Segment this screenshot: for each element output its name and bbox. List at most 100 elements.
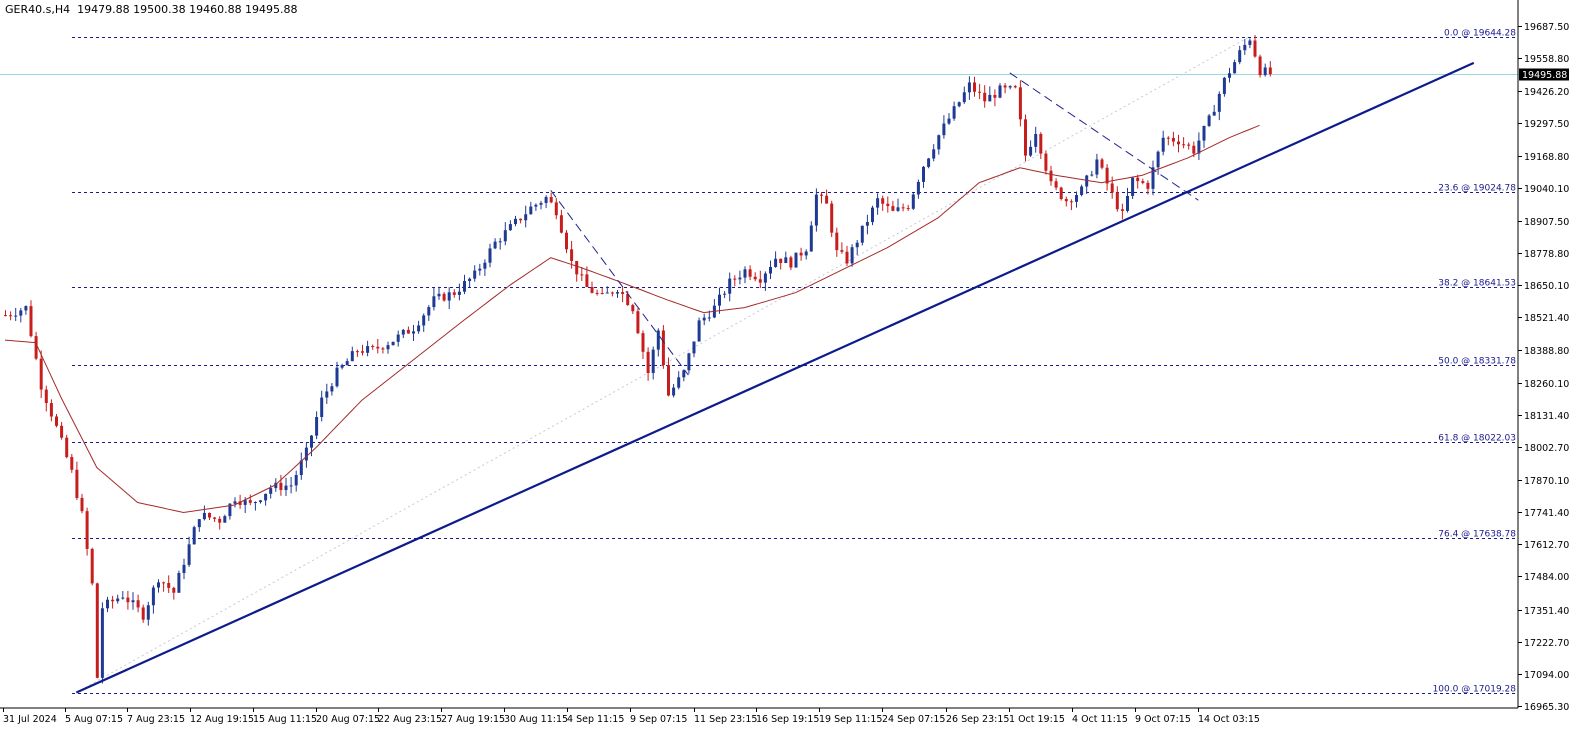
candle-body [524, 214, 528, 221]
candle-body [707, 317, 711, 319]
candle-body [1171, 137, 1175, 142]
candle-body [687, 353, 691, 371]
candle-body [636, 311, 640, 334]
candle-body [667, 365, 670, 396]
candle-body [172, 587, 176, 593]
candle-body [855, 242, 859, 248]
x-tick-label: 1 Oct 19:15 [1009, 714, 1065, 725]
candle-body [539, 202, 543, 205]
candle-body [922, 166, 925, 182]
candle-body [422, 315, 426, 326]
candle-body [779, 258, 783, 264]
candle-body [845, 251, 849, 264]
candle-body [1146, 182, 1150, 189]
candle-body [1131, 177, 1135, 196]
candle-body [646, 351, 650, 373]
candle-body [988, 94, 992, 102]
x-tick-label: 12 Aug 19:15 [190, 714, 254, 725]
candle-body [876, 198, 880, 208]
y-tick-label: 19168.80 [1524, 152, 1569, 163]
candle-body [1263, 67, 1267, 76]
candle-body [1187, 144, 1191, 146]
candle-body [789, 257, 793, 268]
candle-body [1039, 133, 1043, 154]
candle-body [942, 123, 946, 136]
candle-body [330, 386, 334, 392]
candle-body [202, 512, 206, 520]
candle-body [1182, 144, 1186, 146]
candle-body [748, 269, 752, 277]
candle-body [279, 482, 283, 491]
candle-body [626, 293, 630, 306]
candle-body [1024, 119, 1027, 156]
candle-body [580, 274, 584, 276]
candle-body [60, 425, 64, 438]
candle-body [75, 469, 79, 498]
candle-body [391, 341, 395, 346]
y-tick-label: 18650.10 [1524, 281, 1569, 292]
candle-body [233, 501, 237, 504]
candle-body [1243, 44, 1247, 51]
x-tick-label: 11 Sep 23:15 [694, 714, 757, 725]
candle-body [463, 281, 466, 292]
candle-body [1090, 174, 1094, 176]
candle-body [126, 597, 130, 603]
candle-body [967, 82, 971, 93]
candle-body [1075, 195, 1078, 202]
candle-body [1253, 40, 1257, 57]
candle-body [1202, 125, 1206, 141]
candle-body [4, 315, 7, 317]
candle-body [651, 349, 655, 373]
candle-body [1003, 85, 1007, 88]
candle-body [799, 252, 803, 256]
candle-body [881, 198, 885, 204]
current-price-label: 19495.88 [1522, 70, 1567, 81]
x-tick-label: 27 Aug 19:15 [441, 714, 505, 725]
candle-body [702, 317, 706, 321]
candle-body [401, 329, 405, 335]
candle-body [1013, 86, 1017, 88]
candle-body [1212, 111, 1216, 116]
candle-body [738, 277, 742, 280]
candle-body [355, 351, 359, 353]
candle-body [835, 232, 839, 251]
x-tick-label: 4 Sep 11:15 [567, 714, 624, 725]
candle-body [1156, 151, 1160, 168]
candle-body [325, 391, 329, 398]
candle-body [340, 365, 344, 368]
candle-body [1233, 62, 1237, 74]
candle-body [55, 416, 58, 426]
candle-body [1192, 145, 1196, 154]
y-tick-label: 17484.00 [1524, 572, 1569, 583]
candle-body [187, 544, 191, 565]
candle-body [1258, 56, 1262, 76]
candle-body [682, 370, 686, 378]
candle-body [962, 92, 966, 103]
candle-body [111, 599, 115, 602]
candle-body [559, 215, 563, 233]
candle-body [585, 274, 589, 287]
candle-body [253, 502, 257, 504]
candle-body [320, 397, 324, 418]
candle-body [743, 269, 747, 278]
candle-body [549, 197, 553, 203]
candle-body [100, 608, 104, 678]
candle-body [29, 306, 33, 337]
candle-body [70, 457, 74, 470]
candle-body [44, 389, 48, 404]
candle-body [1268, 67, 1272, 75]
candle-body [1141, 181, 1145, 183]
candle-body [192, 527, 196, 545]
candle-body [728, 278, 732, 294]
candle-body [631, 305, 635, 312]
candle-body [886, 203, 890, 207]
y-tick-label: 16965.30 [1524, 702, 1569, 713]
candle-body [65, 437, 69, 458]
candle-body [269, 488, 273, 494]
y-tick-label: 19426.20 [1524, 87, 1569, 98]
candle-body [1136, 177, 1140, 182]
candle-body [432, 296, 436, 308]
ohlc-values: 19479.88 19500.38 19460.88 19495.88 [77, 3, 298, 16]
candle-body [661, 330, 665, 366]
